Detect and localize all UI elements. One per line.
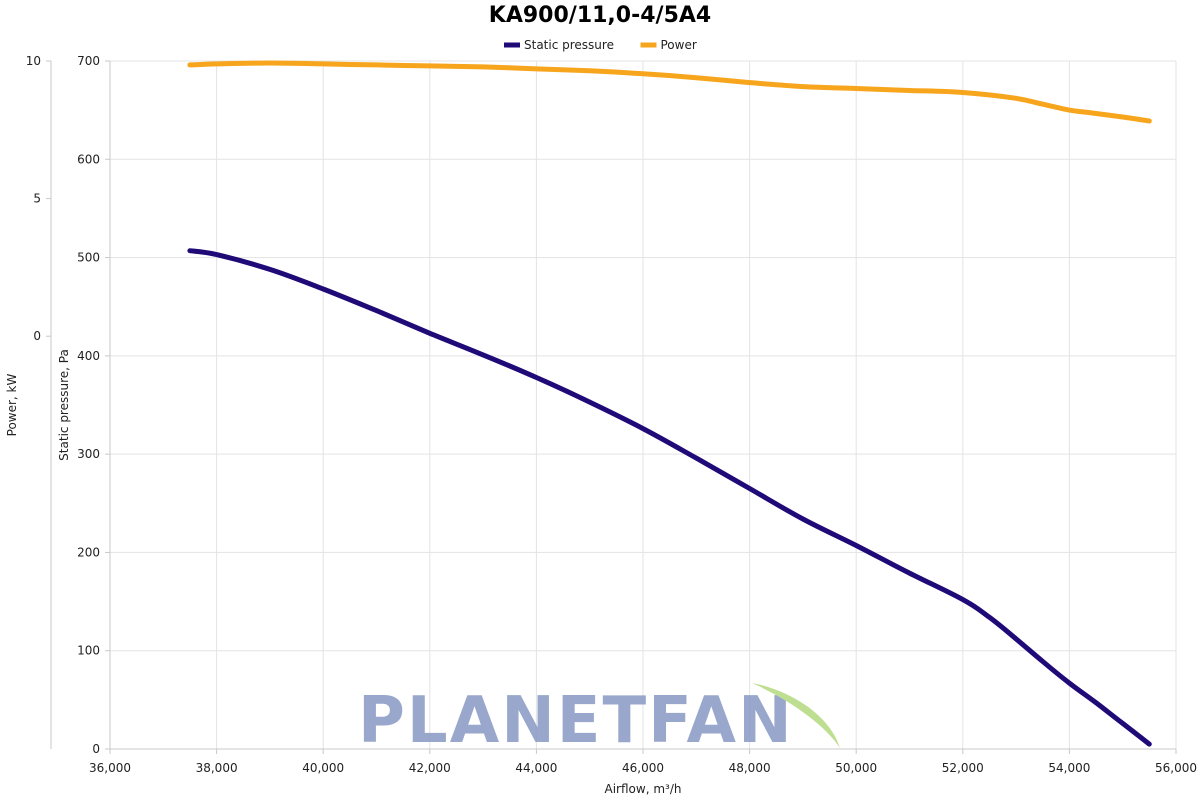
x-tick-label: 38,000 xyxy=(196,761,238,775)
x-tick-label: 54,000 xyxy=(1048,761,1090,775)
legend-label: Power xyxy=(661,38,697,52)
legend[interactable]: Static pressure Power xyxy=(504,38,697,52)
y-axis-label: Static pressure, Pa xyxy=(57,349,71,461)
grid-layer xyxy=(109,60,1177,750)
y2-tick-label: 0 xyxy=(33,329,41,343)
y-tick-label: 300 xyxy=(77,447,100,461)
legend-item-power[interactable]: Power xyxy=(640,38,697,52)
watermark-text: PLANETFAN xyxy=(358,684,794,758)
y2-tick-label: 5 xyxy=(33,192,41,206)
axes-layer: 36,000 38,000 40,000 42,000 44,000 46,000 48,0… xyxy=(26,54,1197,775)
x-tick-label: 36,000 xyxy=(89,761,131,775)
legend-item-static-pressure[interactable]: Static pressure xyxy=(504,38,614,52)
y2-axis-label: Power, kW xyxy=(5,374,19,437)
x-tick-label: 56,000 xyxy=(1155,761,1197,775)
x-tick-label: 46,000 xyxy=(622,761,664,775)
x-tick-label: 48,000 xyxy=(729,761,771,775)
y-tick-label: 700 xyxy=(77,54,100,68)
x-tick-label: 44,000 xyxy=(515,761,557,775)
chart-title: KA900/11,0-4/5A4 xyxy=(489,3,711,28)
legend-label: Static pressure xyxy=(524,38,614,52)
y-tick-label: 600 xyxy=(77,152,100,166)
y-tick-label: 100 xyxy=(77,644,100,658)
y-tick-label: 400 xyxy=(77,349,100,363)
y2-tick-label: 10 xyxy=(26,54,41,68)
planetfan-watermark: PLANETFAN xyxy=(358,683,840,758)
series-line-static-pressure xyxy=(187,248,1152,747)
x-tick-label: 52,000 xyxy=(942,761,984,775)
y-tick-label: 200 xyxy=(77,545,100,559)
y-tick-label: 500 xyxy=(77,251,100,265)
x-tick-label: 50,000 xyxy=(835,761,877,775)
x-tick-label: 42,000 xyxy=(409,761,451,775)
series-layer xyxy=(187,60,1152,747)
x-axis-label: Airflow, m³/h xyxy=(605,782,682,796)
series-line-power xyxy=(187,60,1152,124)
x-tick-label: 40,000 xyxy=(302,761,344,775)
y-tick-label: 0 xyxy=(92,742,100,756)
